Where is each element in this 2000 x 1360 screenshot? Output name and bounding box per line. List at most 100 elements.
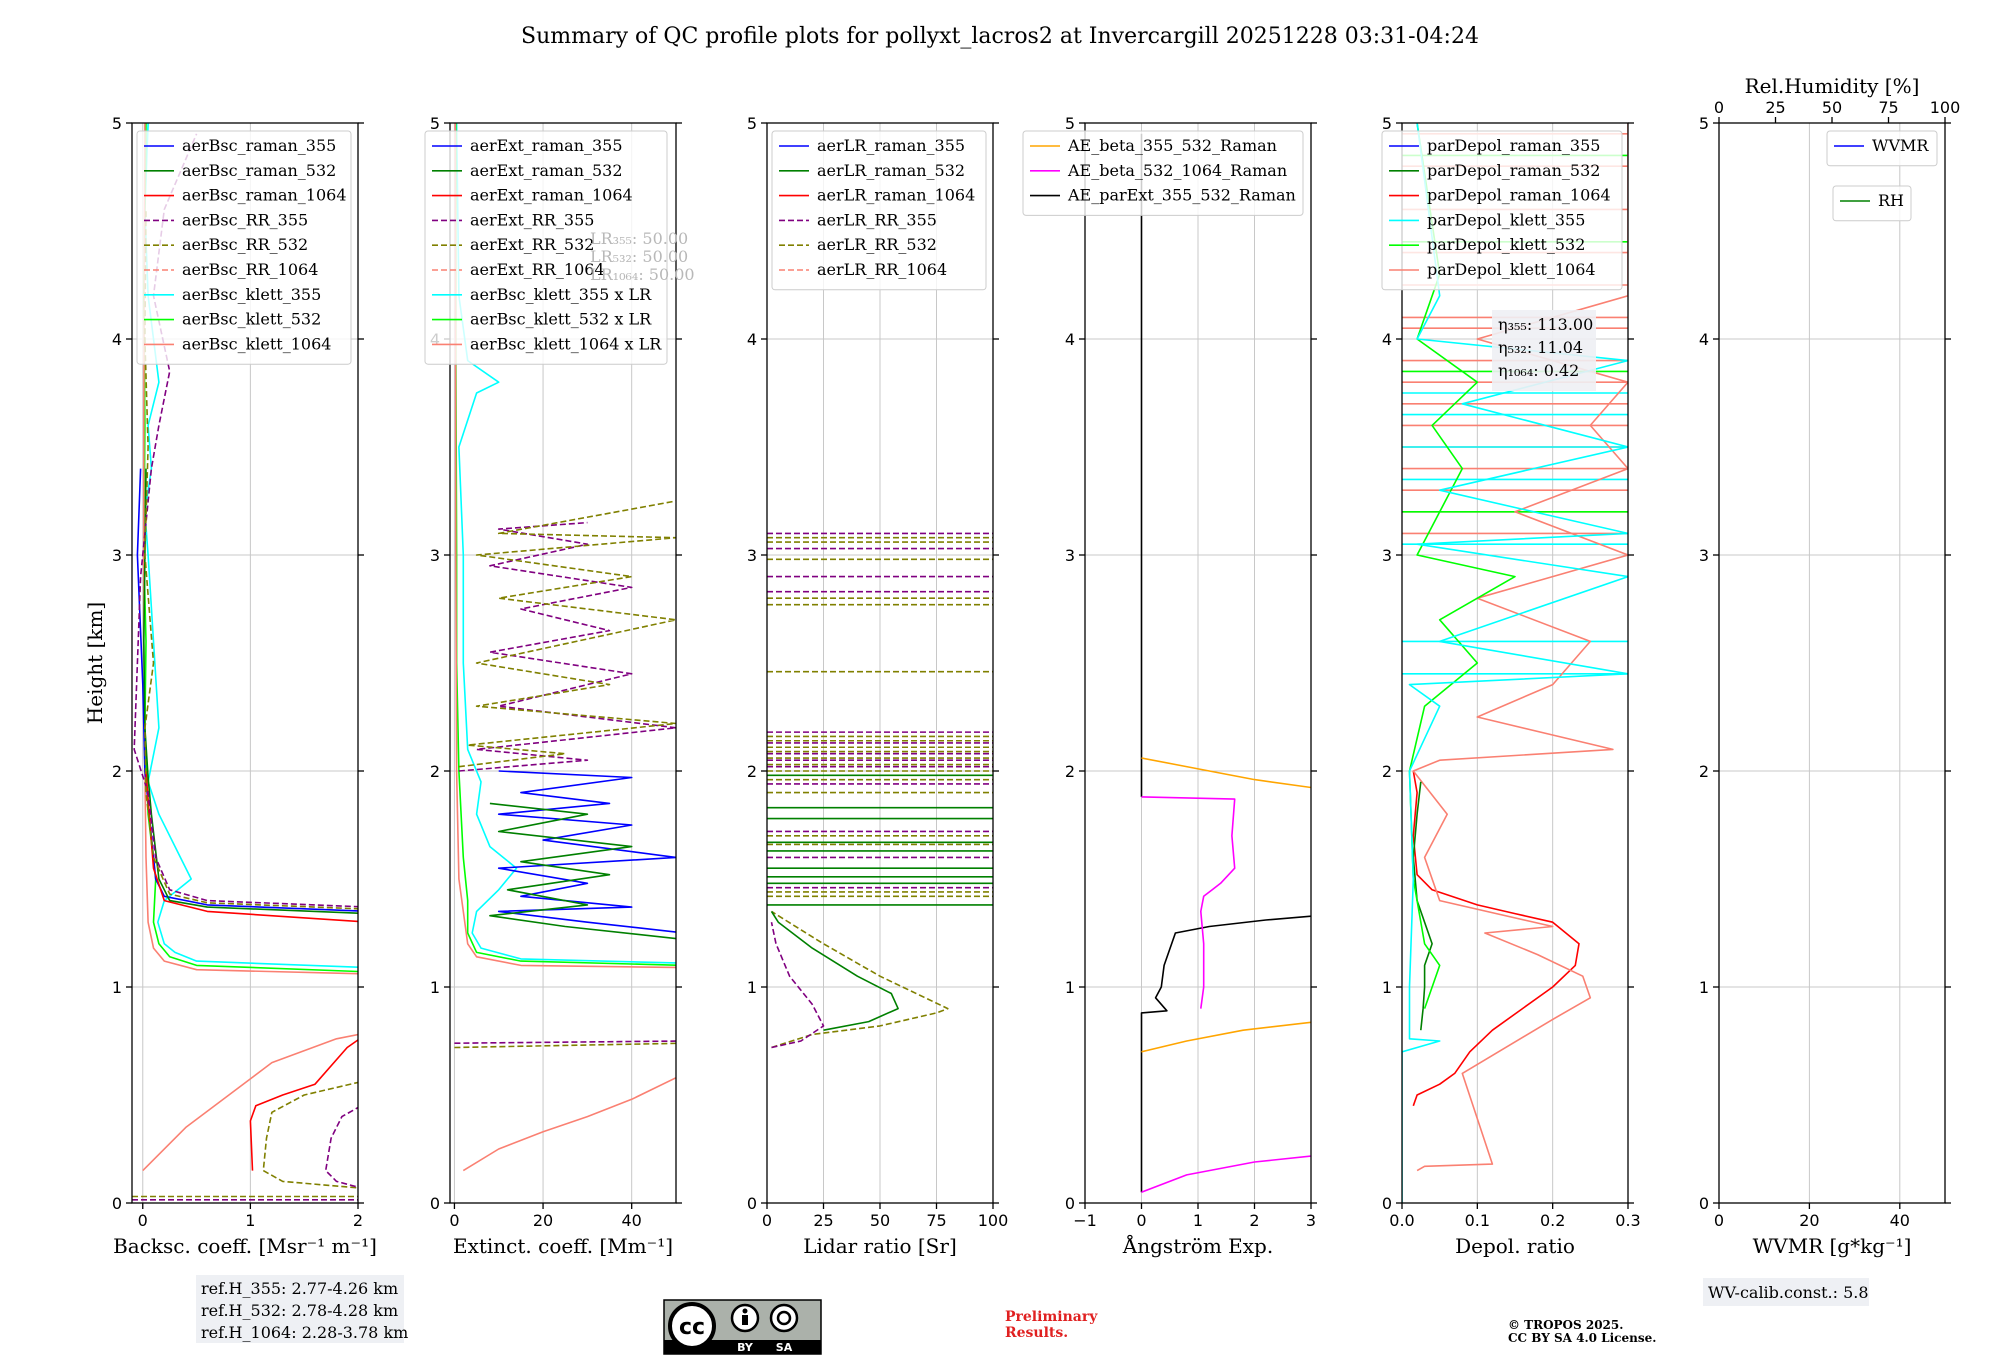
wv-calib-box: WV-calib.const.: 5.8 [1703, 1278, 1869, 1306]
sa-share-arc-icon [776, 1310, 792, 1326]
y-tick-label-2: 2 [1699, 762, 1709, 781]
legend-wvmr: WVMR [1826, 130, 1938, 167]
y-tick-label-5: 5 [1065, 114, 1075, 133]
y-tick-label-1: 1 [747, 978, 757, 997]
annotation-line-0: η₃₅₅: 113.00 [1498, 315, 1593, 334]
x-tick-label-0: 0 [1714, 1211, 1724, 1230]
panel-lidar_ratio: 0 25 50 75 100 0 1 2 3 4 5 Lidar ratio [Sr] aerLR_ra… [747, 114, 1008, 1258]
series-line-AE_beta_355_532_lower [1141, 1021, 1311, 1053]
x-tick-label-3: 75 [926, 1211, 946, 1230]
legend-label-1: aerLR_raman_532 [817, 161, 965, 180]
series-line-aerBsc_klett_1064 [143, 123, 358, 975]
annotation-depol: η₃₅₅: 113.00 η₅₃₂: 11.04 η₁₀₆₄: 0.42 [1492, 310, 1596, 391]
legend-label-0: aerBsc_raman_355 [182, 136, 336, 155]
x-tick-label-0: 0 [138, 1211, 148, 1230]
series-group-extinction [454, 123, 676, 1172]
legend-label-2: aerBsc_raman_1064 [182, 186, 347, 205]
y-tick-label-3: 3 [112, 546, 122, 565]
series-line-parDepol_klett_532 [1408, 123, 1516, 1009]
series-group-lidar_ratio [767, 532, 993, 1049]
legend-label-1: aerExt_raman_532 [470, 161, 623, 180]
legend-label-5: aerLR_RR_1064 [817, 260, 947, 279]
y-tick-label-3: 3 [747, 546, 757, 565]
panel-wvmr: 0 20 40 0 1 2 3 4 5 WVMR [g*kg⁻¹] 0 25 50 75 100 Rel.Hu… [1699, 74, 1960, 1258]
legend-label-5: aerBsc_RR_1064 [182, 260, 318, 279]
series-line-aerExt_raman_532 [489, 802, 676, 940]
series-line-aerBsc_RR_532_low [262, 1081, 358, 1189]
legend-box [136, 130, 352, 365]
series-line-AE_beta_355_532_upper [1141, 757, 1311, 789]
series-line-aerLR_RR_355 [770, 922, 825, 1049]
x-axis-label-depol: Depol. ratio [1455, 1234, 1575, 1258]
annotation-line-1: η₅₃₂: 11.04 [1498, 338, 1583, 357]
x-axis-label-backscatter: Backsc. coeff. [Msr⁻¹ m⁻¹] [113, 1234, 377, 1258]
legend-label-4: parDepol_klett_532 [1427, 235, 1585, 254]
ref-heights-box: ref.H_355: 2.77-4.26 km ref.H_532: 2.78-… [196, 1275, 408, 1343]
legend-label-8: aerBsc_klett_1064 x LR [470, 334, 662, 353]
legend-label-1: aerBsc_raman_532 [182, 161, 336, 180]
top-x-tick-label-2: 50 [1822, 98, 1842, 117]
y-axis-label: Height [km] [83, 602, 107, 724]
y-tick-label-4: 4 [1699, 330, 1709, 349]
x-tick-label-0: −1 [1073, 1211, 1097, 1230]
annotation-line-2: η₁₀₆₄: 0.42 [1498, 361, 1579, 380]
legend-label-0: aerExt_raman_355 [470, 136, 623, 155]
x-tick-label-4: 100 [978, 1211, 1009, 1230]
legend-label-7: aerBsc_klett_532 x LR [470, 310, 652, 329]
legend-box [1022, 130, 1304, 216]
annotation-line-1: LR₅₃₂: 50.00 [590, 247, 688, 266]
top-x-tick-label-4: 100 [1930, 98, 1961, 117]
legend-label-2: AE_parExt_355_532_Raman [1067, 186, 1296, 205]
series-line-parDepol_raman_532 [1412, 781, 1433, 1031]
y-tick-label-0: 0 [430, 1194, 440, 1213]
y-tick-label-4: 4 [747, 330, 757, 349]
y-tick-label-1: 1 [1065, 978, 1075, 997]
y-tick-label-0: 0 [1382, 1194, 1392, 1213]
y-tick-label-2: 2 [747, 762, 757, 781]
annotation-line-2: LR₁₀₆₄: 50.00 [590, 265, 695, 284]
x-tick-label-1: 1 [245, 1211, 255, 1230]
x-tick-label-3: 2 [1249, 1211, 1259, 1230]
series-line-aerExt_RR_355 [458, 521, 676, 772]
cc-logo-text: cc [679, 1315, 705, 1340]
sa-share-icon [769, 1303, 799, 1333]
legend-label-8: aerBsc_klett_1064 [182, 334, 331, 353]
series-line-parDepol_raman_1064 [1412, 770, 1580, 1107]
legend-label-0: WVMR [1872, 136, 1929, 155]
x-axis-label-wvmr: WVMR [g*kg⁻¹] [1753, 1234, 1912, 1258]
y-tick-label-2: 2 [1065, 762, 1075, 781]
x-tick-label-1: 25 [813, 1211, 833, 1230]
copyright-line-1: © TROPOS 2025. [1508, 1318, 1623, 1332]
legend-label-6: aerBsc_klett_355 x LR [470, 285, 652, 304]
legend-box [1826, 130, 1938, 167]
y-tick-label-3: 3 [1065, 546, 1075, 565]
legend-label-4: aerLR_RR_532 [817, 235, 937, 254]
series-line-AE_beta_532_1064 [1141, 796, 1236, 1009]
x-tick-label-3: 0.3 [1615, 1211, 1640, 1230]
panel-backscatter: 0 1 2 0 1 2 3 4 5 Backsc. coeff. [Msr⁻¹ m⁻¹] aerBs… [112, 114, 377, 1258]
x-tick-label-1: 20 [1799, 1211, 1819, 1230]
series-line-AE_parExt_mid [1140, 915, 1311, 1193]
legend-label-1: AE_beta_532_1064_Raman [1067, 161, 1287, 180]
x-tick-label-0: 0.0 [1389, 1211, 1414, 1230]
ref-height-1064: ref.H_1064: 2.28-3.78 km [201, 1323, 408, 1342]
x-tick-label-2: 40 [1890, 1211, 1910, 1230]
by-person-head-icon [742, 1308, 748, 1314]
series-line-aerBsc_RR_532 [144, 209, 358, 910]
x-axis-label-angstrom: Ångström Exp. [1122, 1233, 1273, 1258]
legend-box [1381, 130, 1623, 291]
y-tick-label-1: 1 [112, 978, 122, 997]
y-tick-label-3: 3 [430, 546, 440, 565]
legend-label-6: aerBsc_klett_355 [182, 285, 321, 304]
series-line-aerBsc_RR_355_low [324, 1106, 358, 1188]
top-x-tick-label-3: 75 [1878, 98, 1898, 117]
y-tick-label-4: 4 [1065, 330, 1075, 349]
series-line-klett_1064_x_LR [454, 123, 676, 969]
ref-height-532: ref.H_532: 2.78-4.28 km [201, 1301, 398, 1320]
cc-by-sa-badge: cc BY SA [663, 1299, 822, 1355]
legend-lidar_ratio: aerLR_raman_355 aerLR_raman_532 aerLR_rama… [771, 130, 987, 291]
series-line-aerBsc_raman_1064 [145, 770, 358, 923]
